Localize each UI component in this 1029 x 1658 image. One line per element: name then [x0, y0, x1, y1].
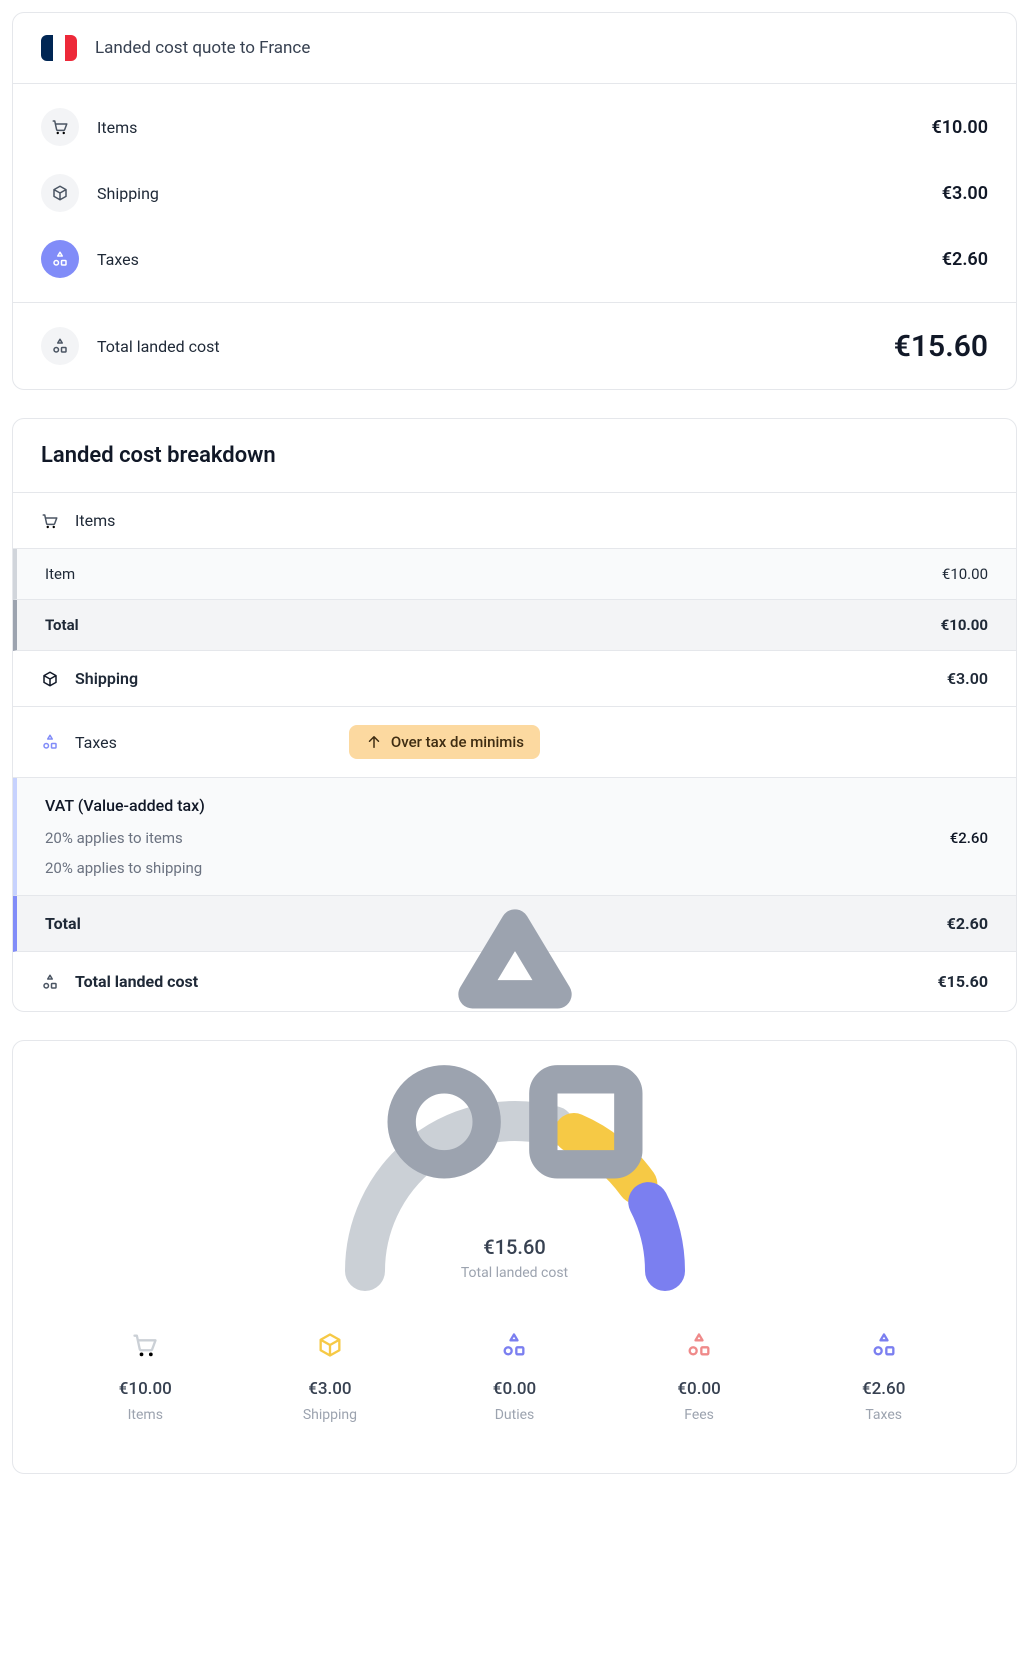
items-header-label: Items: [75, 511, 115, 530]
total-label: Total landed cost: [97, 337, 876, 356]
quote-line-taxes: Taxes €2.60: [13, 226, 1016, 292]
vat-line-shipping: 20% applies to shipping: [45, 859, 988, 877]
stat-items-label: Items: [128, 1407, 163, 1423]
shapes-icon: [345, 881, 685, 1221]
shipping-value: €3.00: [942, 183, 988, 204]
vat-line-items: 20% applies to items €2.60: [45, 829, 988, 847]
gauge-chart: €15.60 Total landed cost: [345, 1091, 685, 1281]
vat-items-label: 20% applies to items: [45, 829, 183, 847]
grand-total-value: €15.60: [937, 972, 988, 991]
stat-shipping: €3.00 Shipping: [247, 1331, 413, 1423]
stat-duties: €0.00 Duties: [431, 1331, 597, 1423]
stat-duties-label: Duties: [495, 1407, 535, 1423]
stat-taxes: €2.60 Taxes: [801, 1331, 967, 1423]
breakdown-items-total: Total €10.00: [13, 600, 1016, 651]
item-value: €10.00: [942, 565, 988, 583]
breakdown-title: Landed cost breakdown: [41, 443, 988, 468]
gauge-card: €15.60 Total landed cost €10.00 Items €3…: [12, 1040, 1017, 1474]
quote-line-shipping: Shipping €3.00: [13, 160, 1016, 226]
item-label: Item: [45, 565, 75, 583]
stat-fees-value: €0.00: [677, 1379, 720, 1399]
breakdown-shipping-row: Shipping €3.00: [13, 651, 1016, 707]
cart-icon: [41, 108, 79, 146]
items-label: Items: [97, 118, 913, 137]
grand-total-label: Total landed cost: [75, 972, 198, 991]
vat-shipping-label: 20% applies to shipping: [45, 859, 202, 877]
breakdown-taxes-header: Taxes Over tax de minimis: [13, 707, 1016, 778]
shipping-label: Shipping: [75, 669, 138, 688]
shipping-label: Shipping: [97, 184, 924, 203]
quote-lines: Items €10.00 Shipping €3.00 Taxes €2.60: [13, 84, 1016, 303]
box-icon: [316, 1331, 344, 1359]
shapes-icon: [685, 1331, 713, 1359]
shapes-icon: [41, 973, 59, 991]
items-total-label: Total: [45, 616, 79, 634]
cart-icon: [41, 512, 59, 530]
stat-duties-value: €0.00: [493, 1379, 536, 1399]
total-value: €15.60: [894, 329, 988, 364]
items-value: €10.00: [931, 117, 988, 138]
stat-fees-label: Fees: [684, 1407, 714, 1423]
shipping-value: €3.00: [947, 669, 988, 688]
breakdown-items-header: Items: [13, 493, 1016, 549]
quote-total-row: Total landed cost €15.60: [13, 303, 1016, 389]
stat-taxes-label: Taxes: [865, 1407, 902, 1423]
quote-summary-card: Landed cost quote to France Items €10.00…: [12, 12, 1017, 390]
gauge-center: €15.60 Total landed cost: [345, 881, 685, 1281]
stat-fees: €0.00 Fees: [616, 1331, 782, 1423]
taxes-header-label: Taxes: [75, 733, 117, 752]
shapes-icon: [41, 240, 79, 278]
arrow-up-icon: [365, 733, 383, 751]
stat-taxes-value: €2.60: [862, 1379, 905, 1399]
stat-items: €10.00 Items: [62, 1331, 228, 1423]
taxes-value: €2.60: [942, 249, 988, 270]
quote-header: Landed cost quote to France: [13, 13, 1016, 84]
quote-line-items: Items €10.00: [13, 94, 1016, 160]
taxes-total-value: €2.60: [947, 914, 988, 933]
shapes-icon: [41, 733, 59, 751]
badge-text: Over tax de minimis: [391, 733, 524, 751]
gauge-stats: €10.00 Items €3.00 Shipping €0.00 Duties…: [53, 1331, 976, 1423]
breakdown-item-row: Item €10.00: [13, 549, 1016, 600]
taxes-total-label: Total: [45, 914, 81, 933]
box-icon: [41, 670, 59, 688]
shapes-icon: [500, 1331, 528, 1359]
gauge-label: Total landed cost: [461, 1265, 568, 1281]
shapes-icon: [41, 327, 79, 365]
breakdown-header: Landed cost breakdown: [13, 419, 1016, 493]
tax-deminimis-badge: Over tax de minimis: [349, 725, 540, 759]
taxes-label: Taxes: [97, 250, 924, 269]
vat-title: VAT (Value-added tax): [45, 796, 988, 815]
vat-items-value: €2.60: [950, 829, 988, 847]
stat-items-value: €10.00: [119, 1379, 172, 1399]
stat-shipping-label: Shipping: [303, 1407, 357, 1423]
quote-title: Landed cost quote to France: [95, 38, 310, 58]
gauge-value: €15.60: [483, 1235, 545, 1259]
vat-subsection: VAT (Value-added tax) 20% applies to ite…: [13, 778, 1016, 896]
shapes-icon: [870, 1331, 898, 1359]
stat-shipping-value: €3.00: [308, 1379, 351, 1399]
items-total-value: €10.00: [941, 616, 988, 634]
cart-icon: [131, 1331, 159, 1359]
france-flag-icon: [41, 35, 77, 61]
box-icon: [41, 174, 79, 212]
